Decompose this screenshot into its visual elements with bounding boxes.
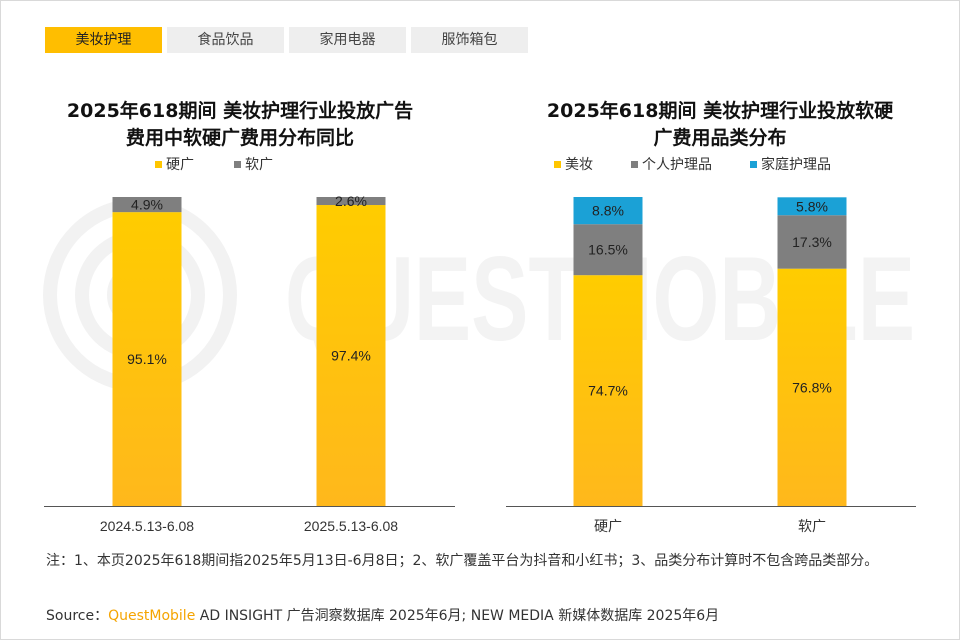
legend-label: 家庭护理品	[761, 157, 831, 173]
legend-item: 美妆	[554, 154, 593, 174]
data-label: 76.8%	[792, 379, 832, 395]
legend-item: 个人护理品	[631, 154, 712, 174]
data-label: 17.3%	[792, 234, 832, 250]
data-label: 4.9%	[131, 197, 163, 213]
left-chart-title-line-1: 2025年618期间 美妆护理行业投放广告	[66, 100, 414, 122]
left-chart-title: 2025年618期间 美妆护理行业投放广告 费用中软硬广费用分布同比	[30, 98, 450, 152]
right-chart-title-line-2: 广费用品类分布	[653, 127, 787, 149]
source-prefix: Source：	[46, 608, 109, 624]
legend-swatch	[234, 160, 241, 168]
source-rest: AD INSIGHT 广告洞察数据库 2025年6月; NEW MEDIA 新媒…	[195, 608, 720, 624]
data-label: 95.1%	[127, 351, 167, 367]
legend-label: 软广	[245, 157, 273, 173]
x-tick-label: 2025.5.13-6.08	[304, 518, 398, 534]
left-chart-legend: 硬广 软广	[155, 154, 313, 174]
legend-swatch	[750, 160, 757, 168]
legend-swatch	[155, 160, 162, 168]
data-label: 16.5%	[588, 242, 628, 258]
legend-item: 硬广	[155, 154, 194, 174]
x-tick-label: 硬广	[594, 518, 622, 534]
left-chart-title-line-2: 费用中软硬广费用分布同比	[125, 127, 354, 149]
bar-segment-2-1	[112, 197, 182, 213]
legend-item: 家庭护理品	[750, 154, 831, 174]
bar-segment-1-2	[777, 268, 847, 506]
tab-apparel-bags[interactable]: 服饰箱包	[411, 27, 528, 53]
bar-segment-1-1	[112, 212, 182, 507]
bar-segment-1-2	[316, 205, 386, 506]
right-chart-legend: 美妆 个人护理品 家庭护理品	[554, 154, 831, 174]
bar-segment-2-2	[777, 215, 847, 269]
source-line: Source：QuestMobile AD INSIGHT 广告洞察数据库 20…	[46, 605, 719, 625]
data-label: 2.6%	[335, 193, 367, 209]
x-tick-label: 2024.5.13-6.08	[100, 518, 194, 534]
footnote: 注：1、本页2025年618期间指2025年5月13日-6月8日；2、软广覆盖平…	[46, 553, 879, 569]
legend-label: 个人护理品	[642, 157, 712, 173]
bar-segment-3-1	[573, 197, 643, 225]
legend-item: 软广	[234, 154, 273, 174]
tab-home-appliances[interactable]: 家用电器	[289, 27, 406, 53]
tab-beauty-care[interactable]: 美妆护理	[45, 27, 162, 53]
category-tabs: 美妆护理 食品饮品 家用电器 服饰箱包	[45, 27, 528, 53]
data-label: 97.4%	[331, 348, 371, 364]
legend-swatch	[631, 160, 638, 168]
legend-label: 美妆	[565, 157, 593, 173]
data-label: 8.8%	[592, 203, 624, 219]
right-chart-title: 2025年618期间 美妆护理行业投放软硬 广费用品类分布	[510, 98, 930, 152]
bar-segment-2-2	[316, 197, 386, 206]
bar-segment-3-2	[777, 197, 847, 216]
source-brand: QuestMobile	[108, 608, 196, 624]
right-chart-title-line-1: 2025年618期间 美妆护理行业投放软硬	[546, 100, 894, 122]
legend-label: 硬广	[166, 157, 194, 173]
data-label: 5.8%	[796, 198, 828, 214]
x-tick-label: 软广	[798, 518, 826, 534]
bar-segment-1-1	[573, 275, 643, 506]
bar-segment-2-1	[573, 224, 643, 276]
data-label: 74.7%	[588, 383, 628, 399]
legend-swatch	[554, 160, 561, 168]
tab-food-beverage[interactable]: 食品饮品	[167, 27, 284, 53]
